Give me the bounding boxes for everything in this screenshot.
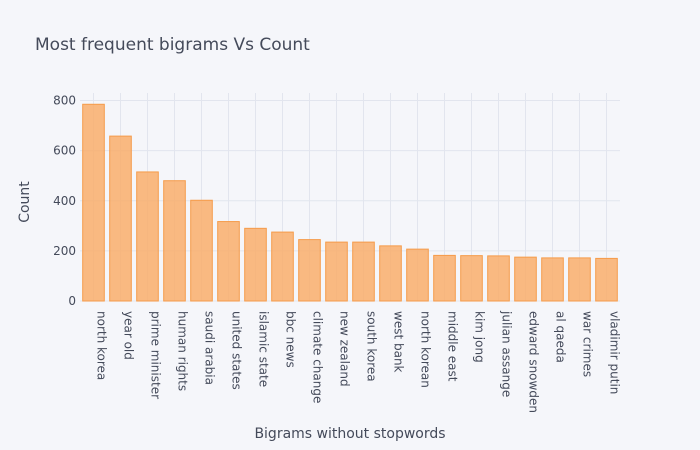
x-tick-label: west bank (392, 311, 406, 373)
y-tick-label: 200 (53, 244, 76, 258)
x-tick-label: vladimir putin (608, 311, 622, 394)
bars (82, 103, 618, 302)
bar[interactable] (568, 257, 591, 302)
y-tick-label: 400 (53, 194, 76, 208)
x-axis-title: Bigrams without stopwords (254, 426, 445, 442)
x-tick-label: north korean (419, 311, 433, 388)
x-tick-label: year old (122, 311, 136, 360)
y-tick-label: 0 (68, 294, 76, 308)
bar[interactable] (163, 180, 186, 302)
x-tick-label: new zealand (338, 311, 352, 387)
bar[interactable] (406, 248, 429, 302)
x-tick-label: saudi arabia (203, 311, 217, 385)
x-tick-label: united states (230, 311, 244, 390)
bar[interactable] (271, 231, 294, 302)
x-tick-label: al qaeda (554, 311, 568, 363)
y-tick-label: 800 (53, 94, 76, 108)
bar[interactable] (244, 227, 267, 302)
x-tick-label: human rights (176, 311, 190, 391)
grid-lines (80, 93, 620, 302)
bar[interactable] (136, 171, 159, 302)
bar[interactable] (352, 241, 375, 302)
bar[interactable] (379, 245, 402, 302)
x-tick-label: edward snowden (527, 311, 541, 413)
bar[interactable] (433, 254, 456, 302)
y-tick-label: 600 (53, 144, 76, 158)
x-tick-label: climate change (311, 311, 325, 403)
bar[interactable] (109, 135, 132, 302)
x-tick-label: julian assange (500, 310, 514, 397)
x-tick-label: south korea (365, 311, 379, 382)
bar[interactable] (595, 257, 618, 302)
bar[interactable] (190, 199, 213, 302)
bar[interactable] (460, 255, 483, 302)
bar[interactable] (298, 239, 321, 302)
bar[interactable] (217, 221, 240, 302)
x-tick-label: north korea (95, 311, 109, 380)
bar[interactable] (487, 255, 510, 302)
x-tick-label: kim jong (473, 311, 487, 363)
x-tick-label: bbc news (284, 311, 298, 368)
bar[interactable] (541, 257, 564, 302)
x-tick-labels: north korea year old prime minister human r… (95, 310, 622, 413)
x-tick-label: middle east (446, 311, 460, 382)
bar[interactable] (514, 256, 537, 302)
chart-title: Most frequent bigrams Vs Count (35, 35, 310, 55)
bar[interactable] (325, 241, 348, 302)
y-tick-labels: 0 200 400 600 800 (53, 94, 76, 308)
x-tick-label: islamic state (257, 311, 271, 387)
bar[interactable] (82, 103, 105, 302)
x-tick-label: war crimes (581, 311, 595, 377)
y-axis-title: Count (17, 181, 33, 223)
x-tick-label: prime minister (149, 311, 163, 399)
